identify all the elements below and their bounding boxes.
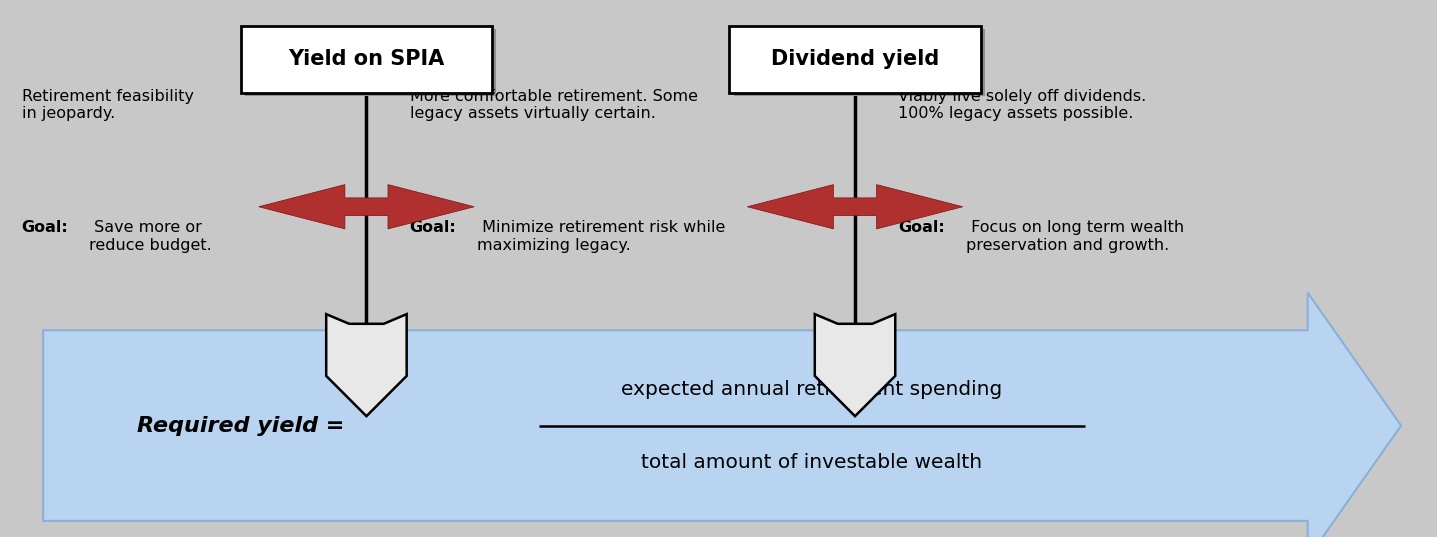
Polygon shape: [815, 314, 895, 416]
Polygon shape: [747, 185, 963, 229]
Text: Goal:: Goal:: [410, 220, 457, 235]
Polygon shape: [326, 314, 407, 416]
Text: Save more or
reduce budget.: Save more or reduce budget.: [89, 220, 211, 252]
Text: Yield on SPIA: Yield on SPIA: [289, 49, 444, 69]
Polygon shape: [43, 293, 1401, 537]
Text: Goal:: Goal:: [898, 220, 946, 235]
Text: Focus on long term wealth
preservation and growth.: Focus on long term wealth preservation a…: [966, 220, 1184, 252]
Text: Dividend yield: Dividend yield: [770, 49, 940, 69]
Text: More comfortable retirement. Some
legacy assets virtually certain.: More comfortable retirement. Some legacy…: [410, 89, 697, 121]
Text: Retirement feasibility
in jeopardy.: Retirement feasibility in jeopardy.: [22, 89, 194, 121]
Text: Viably live solely off dividends.
100% legacy assets possible.: Viably live solely off dividends. 100% l…: [898, 89, 1147, 121]
FancyBboxPatch shape: [244, 29, 497, 97]
Text: total amount of investable wealth: total amount of investable wealth: [641, 453, 983, 471]
FancyBboxPatch shape: [733, 29, 986, 97]
Text: Required yield =: Required yield =: [137, 416, 352, 436]
Polygon shape: [259, 185, 474, 229]
Text: expected annual retirement spending: expected annual retirement spending: [621, 380, 1003, 398]
Text: Minimize retirement risk while
maximizing legacy.: Minimize retirement risk while maximizin…: [477, 220, 726, 252]
FancyBboxPatch shape: [240, 25, 491, 92]
Text: Goal:: Goal:: [22, 220, 69, 235]
FancyBboxPatch shape: [729, 25, 980, 92]
